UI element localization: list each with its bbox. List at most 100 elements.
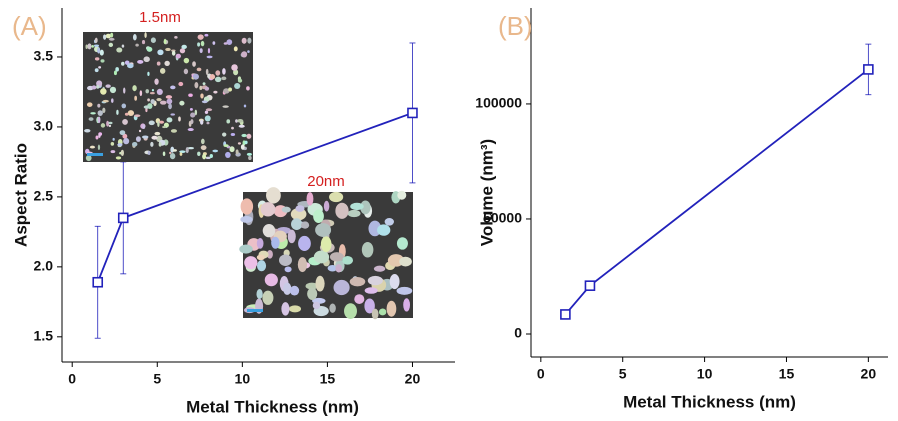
- inset-particle: [226, 119, 230, 123]
- inset-particle: [350, 277, 366, 286]
- inset-label: 20nm: [307, 173, 345, 190]
- inset-particle: [87, 43, 91, 49]
- inset-particle: [173, 149, 177, 152]
- inset-particle: [154, 78, 158, 84]
- inset-particle: [261, 202, 276, 216]
- x-tick-label: 5: [619, 366, 627, 382]
- inset-particle: [179, 150, 185, 153]
- data-point: [408, 108, 417, 117]
- inset-particle: [207, 56, 213, 59]
- inset-particle: [113, 138, 115, 141]
- inset-particle: [238, 79, 242, 83]
- inset-particle: [92, 45, 94, 48]
- inset-particle: [231, 64, 238, 71]
- inset-particle: [156, 98, 161, 101]
- inset-particle: [142, 40, 145, 44]
- inset-particle: [200, 48, 203, 53]
- inset-particle: [157, 62, 161, 66]
- inset-particle: [184, 58, 189, 63]
- inset-particle: [168, 103, 172, 109]
- x-tick-label: 10: [697, 366, 713, 382]
- inset-particle: [190, 119, 193, 124]
- inset-particle: [97, 47, 100, 53]
- inset-particle: [234, 83, 240, 89]
- inset-particle: [198, 34, 204, 39]
- inset-particle: [344, 303, 357, 319]
- inset-label: 1.5nm: [139, 9, 181, 26]
- y-tick-label: 3.0: [34, 118, 54, 134]
- inset-particle: [115, 67, 119, 71]
- data-point: [93, 278, 102, 287]
- inset-particle: [365, 287, 378, 294]
- inset-particle: [84, 129, 90, 133]
- inset-particle: [201, 145, 207, 150]
- inset-particle: [213, 91, 217, 94]
- inset-particle: [298, 257, 307, 272]
- inset-particle: [176, 54, 181, 59]
- inset-particle: [150, 92, 155, 94]
- inset-particle: [103, 100, 109, 103]
- inset-particle: [89, 117, 94, 121]
- inset-particle: [179, 101, 184, 106]
- inset-particle: [234, 46, 238, 51]
- inset-particle: [224, 144, 229, 147]
- inset-particle: [125, 113, 129, 116]
- inset-particle: [97, 104, 100, 108]
- inset-particle: [111, 98, 114, 102]
- inset-particle: [291, 218, 302, 230]
- inset-particle: [178, 117, 181, 122]
- inset-particle: [330, 252, 344, 261]
- inset-particle: [266, 187, 281, 203]
- inset-particle: [151, 37, 156, 43]
- inset-particle: [149, 121, 155, 126]
- inset-particle: [160, 101, 167, 105]
- inset-particle: [231, 127, 234, 130]
- inset-particle: [399, 257, 412, 267]
- inset-particle: [197, 42, 200, 46]
- inset-particle: [236, 149, 239, 154]
- inset-particle: [285, 266, 292, 272]
- inset-particle: [142, 124, 145, 129]
- inset-particle: [180, 152, 183, 155]
- inset-particle: [205, 87, 209, 91]
- inset-particle: [201, 41, 205, 46]
- inset-particle: [103, 34, 106, 39]
- inset-particle: [147, 47, 153, 52]
- inset-particle: [100, 50, 104, 56]
- inset-particle: [144, 32, 146, 38]
- inset-particle: [379, 309, 386, 316]
- inset-particle: [240, 216, 252, 223]
- y-axis-label: Aspect Ratio: [11, 143, 30, 247]
- inset-particle: [290, 286, 299, 296]
- y-tick-label: 1.5: [34, 328, 54, 344]
- inset-particle: [144, 105, 150, 108]
- inset-particle: [241, 134, 246, 137]
- inset-particle: [377, 224, 390, 235]
- inset-particle: [98, 116, 101, 123]
- inset-particle: [248, 156, 252, 160]
- inset-particle: [225, 152, 231, 158]
- inset-particle: [157, 89, 163, 95]
- inset-particle: [172, 51, 176, 56]
- inset-particle: [239, 245, 252, 254]
- x-axis-label: Metal Thickness (nm): [623, 392, 796, 411]
- inset-particle: [315, 276, 324, 292]
- inset-particle: [247, 153, 252, 156]
- inset-particle: [228, 87, 232, 91]
- inset-particle: [152, 89, 154, 91]
- inset-particle: [200, 120, 203, 125]
- inset-particle: [329, 303, 335, 312]
- inset-particle: [324, 201, 330, 212]
- inset-particle: [387, 301, 397, 317]
- inset-particle: [160, 68, 165, 74]
- inset-particle: [140, 90, 143, 96]
- inset-particle: [87, 102, 93, 107]
- inset-particle: [289, 305, 301, 312]
- inset-particle: [151, 136, 157, 140]
- inset-particle: [197, 68, 202, 72]
- x-tick-label: 20: [405, 371, 421, 387]
- inset-particle: [184, 69, 188, 75]
- inset-particle: [128, 110, 134, 116]
- inset-particle: [239, 125, 245, 128]
- inset-particle: [139, 130, 141, 132]
